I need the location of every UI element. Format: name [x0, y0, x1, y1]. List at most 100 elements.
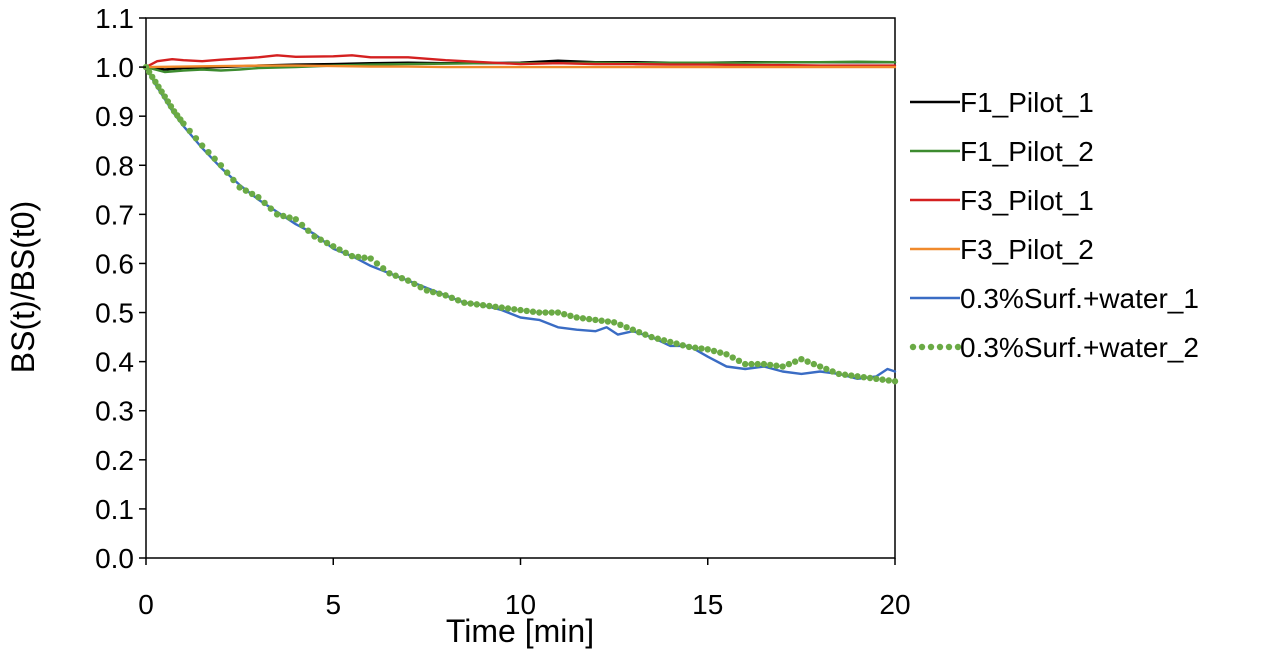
- legend-item: F3_Pilot_2: [910, 234, 1094, 265]
- series-6-point: [398, 274, 406, 282]
- series-6-point: [598, 317, 605, 324]
- series-6-point: [517, 306, 524, 314]
- x-axis-title: Time [min]: [446, 613, 594, 649]
- series-6-point: [361, 254, 368, 261]
- series-6-point: [823, 365, 830, 373]
- y-tick-label: 0.0: [95, 543, 134, 574]
- series-6-point: [367, 255, 374, 262]
- y-tick-label: 0.5: [95, 298, 134, 329]
- series-6-point: [685, 343, 693, 351]
- series-6-point: [536, 309, 543, 316]
- series-6-point: [436, 290, 443, 297]
- legend-label: F3_Pilot_2: [960, 234, 1094, 265]
- y-tick-label: 0.4: [95, 347, 134, 378]
- series-layer: [142, 54, 899, 385]
- series-6-point: [448, 294, 456, 302]
- series-6-point: [192, 135, 200, 142]
- series-6-point: [167, 103, 175, 110]
- series-6-point: [560, 310, 568, 318]
- legend-label: F3_Pilot_1: [960, 185, 1094, 216]
- y-tick-label: 0.7: [95, 199, 134, 230]
- series-6-point: [348, 252, 356, 260]
- series-6-point: [161, 93, 168, 100]
- series-6-point: [829, 368, 836, 375]
- series-6-point: [673, 340, 680, 347]
- plot-frame: [145, 17, 896, 559]
- series-6-point: [723, 351, 730, 358]
- series-6-point: [635, 328, 643, 336]
- series-6-point: [317, 236, 324, 243]
- series-6-point: [629, 326, 637, 333]
- series-6-point: [386, 270, 393, 277]
- series-6-point: [205, 148, 212, 156]
- series-6-point: [873, 375, 880, 383]
- x-tick-label: 10: [505, 589, 536, 620]
- series-6-point: [698, 345, 705, 352]
- series-6-point: [442, 292, 449, 299]
- series-6-point: [486, 302, 493, 310]
- series-6-point: [261, 199, 268, 207]
- series-6-point: [667, 338, 674, 346]
- series-6-point: [585, 315, 593, 323]
- series-6-point: [511, 306, 518, 313]
- legend-item: F3_Pilot_1: [910, 185, 1094, 216]
- series-6-point: [816, 363, 824, 370]
- series-6-point: [604, 318, 612, 325]
- series-6-point: [223, 169, 231, 176]
- x-tick-label: 15: [692, 589, 723, 620]
- legend-swatch-dot: [918, 343, 926, 351]
- series-6-point: [248, 190, 256, 198]
- legend-label: 0.3%Surf.+water_1: [960, 283, 1199, 314]
- series-5-line: [144, 65, 897, 380]
- series-6-point: [760, 360, 768, 368]
- series-6-point: [810, 360, 818, 368]
- series-6-point: [330, 243, 337, 250]
- series-6-point: [660, 337, 668, 344]
- series-6-point: [879, 376, 886, 383]
- y-tick-label: 0.9: [95, 101, 134, 132]
- series-6-point: [885, 377, 892, 384]
- series-6-point: [704, 346, 711, 353]
- series-6-points: [142, 63, 899, 385]
- series-6-point: [710, 347, 718, 355]
- series-6-point: [573, 314, 580, 321]
- series-6-point: [267, 205, 275, 212]
- y-axis-title: BS(t)/BS(t0): [5, 201, 41, 373]
- series-6-point: [748, 360, 755, 368]
- series-2-line: [144, 60, 897, 74]
- series-6-point: [273, 211, 281, 218]
- series-6-point: [841, 371, 849, 378]
- series-6-point: [692, 344, 699, 351]
- legend-swatch-dot: [909, 343, 917, 351]
- y-tick-label: 0.2: [95, 445, 134, 476]
- series-6-point: [211, 155, 218, 162]
- y-tick-label: 0.3: [95, 396, 134, 427]
- legend-swatch-dot: [954, 343, 962, 351]
- series-6-point: [642, 331, 649, 338]
- series-6-point: [848, 372, 855, 379]
- series-6-point: [542, 309, 549, 316]
- series-6-point: [579, 315, 587, 322]
- series-6-point: [773, 362, 780, 369]
- y-tick-label: 1.1: [95, 3, 134, 34]
- series-6-point: [355, 253, 362, 261]
- y-tick-label: 1.0: [95, 52, 134, 83]
- legend-label: F1_Pilot_2: [960, 136, 1094, 167]
- series-6-point: [473, 301, 481, 308]
- series-6-point: [529, 308, 537, 315]
- y-tick-label: 0.1: [95, 494, 134, 525]
- legend-item: F1_Pilot_2: [910, 136, 1094, 167]
- series-6-point: [467, 300, 474, 307]
- series-6-point: [523, 307, 530, 315]
- x-tick-label: 0: [138, 589, 154, 620]
- series-6-point: [648, 333, 655, 341]
- series-6-point: [323, 239, 331, 247]
- series-6-point: [554, 309, 562, 316]
- series-6-point: [286, 214, 293, 221]
- legend-item: 0.3%Surf.+water_2: [909, 332, 1199, 363]
- legend-item: F1_Pilot_1: [910, 87, 1094, 118]
- series-3-line: [144, 54, 897, 69]
- series-6-point: [392, 272, 399, 279]
